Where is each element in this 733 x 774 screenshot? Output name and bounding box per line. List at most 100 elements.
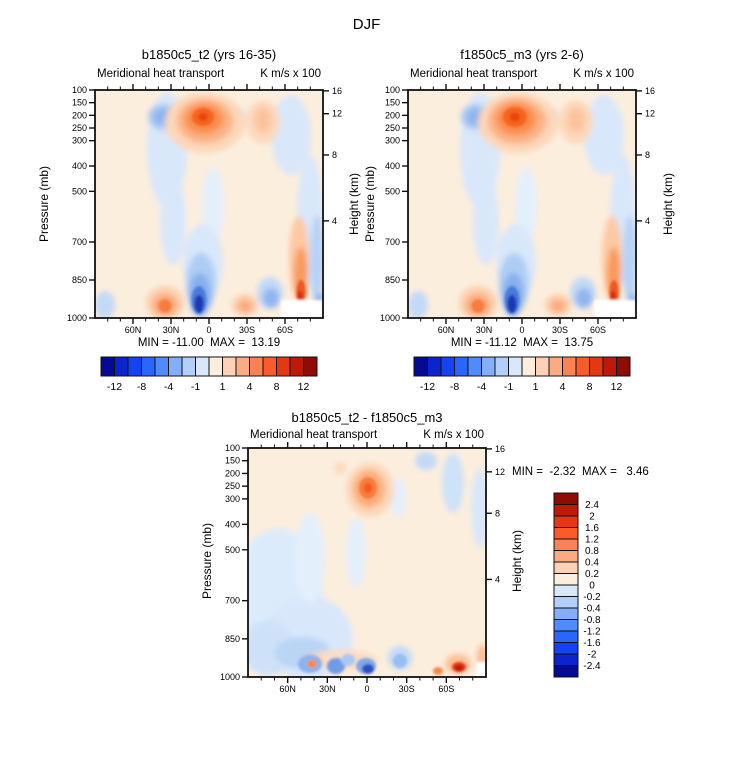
axis-frame: 60N 30N 0 30S 60S 100 150 200 250 300 400 500 700 850… bbox=[220, 442, 505, 694]
svg-text:0: 0 bbox=[519, 325, 524, 335]
svg-text:700: 700 bbox=[225, 596, 240, 606]
svg-text:-4: -4 bbox=[164, 381, 173, 393]
svg-text:300: 300 bbox=[385, 136, 400, 146]
svg-text:0.2: 0.2 bbox=[585, 569, 599, 580]
svg-text:150: 150 bbox=[385, 98, 400, 108]
svg-text:8: 8 bbox=[495, 508, 500, 518]
svg-text:700: 700 bbox=[385, 237, 400, 247]
svg-text:-1.6: -1.6 bbox=[583, 638, 601, 649]
contour-plot-difference: 60N 30N 0 30S 60S 100 150 200 250 300 400 500 700 850… bbox=[220, 442, 505, 694]
svg-text:100: 100 bbox=[225, 443, 240, 453]
svg-text:16: 16 bbox=[332, 86, 342, 96]
svg-text:1000: 1000 bbox=[380, 313, 400, 323]
svg-text:12: 12 bbox=[645, 109, 655, 119]
svg-text:300: 300 bbox=[72, 136, 87, 146]
svg-text:1.2: 1.2 bbox=[585, 535, 599, 546]
svg-text:1000: 1000 bbox=[220, 672, 240, 682]
svg-text:1.6: 1.6 bbox=[585, 523, 599, 534]
svg-text:8: 8 bbox=[332, 150, 337, 160]
svg-text:500: 500 bbox=[72, 186, 87, 196]
height-axis-label: Height (km) bbox=[661, 173, 675, 236]
svg-text:8: 8 bbox=[274, 381, 280, 393]
min-max-label: MIN = -11.12 MAX = 13.75 bbox=[450, 337, 594, 349]
pressure-axis-label: Pressure (mb) bbox=[37, 166, 51, 243]
svg-text:30S: 30S bbox=[399, 684, 415, 694]
svg-text:200: 200 bbox=[385, 110, 400, 120]
contour-plot-b1850c5-t2: 60N 30N 0 30S 60S 100 150 200 250 300 400 500 700 850… bbox=[67, 84, 342, 335]
contour-field bbox=[95, 90, 323, 318]
height-axis-label: Height (km) bbox=[510, 530, 524, 593]
svg-text:-1.2: -1.2 bbox=[583, 627, 601, 638]
height-axis-label: Height (km) bbox=[347, 173, 361, 236]
pressure-axis-label: Pressure (mb) bbox=[363, 166, 377, 243]
axis-frame: 60N 30N 0 30S 60S 100 150 200 250 300 400 500 700 850… bbox=[380, 84, 655, 335]
svg-text:1: 1 bbox=[220, 381, 226, 393]
svg-text:12: 12 bbox=[611, 381, 623, 393]
svg-text:12: 12 bbox=[298, 381, 310, 393]
svg-text:-0.4: -0.4 bbox=[583, 604, 601, 615]
svg-text:12: 12 bbox=[495, 467, 505, 477]
svg-text:60S: 60S bbox=[438, 684, 454, 694]
colorbar-horizontal: -12 -8 -4 -1 1 4 8 12 bbox=[413, 356, 631, 393]
svg-text:8: 8 bbox=[645, 150, 650, 160]
svg-text:30N: 30N bbox=[319, 684, 336, 694]
svg-text:0: 0 bbox=[206, 325, 211, 335]
units-subtitle: K m/s x 100 bbox=[260, 68, 321, 80]
svg-text:-2: -2 bbox=[588, 650, 597, 661]
svg-text:30S: 30S bbox=[239, 325, 255, 335]
svg-text:4: 4 bbox=[495, 574, 500, 584]
season-title: DJF bbox=[352, 16, 381, 33]
svg-text:-2.4: -2.4 bbox=[583, 661, 601, 672]
svg-text:-1: -1 bbox=[504, 381, 513, 393]
min-max-label: MIN = -2.32 MAX = 3.46 bbox=[512, 466, 649, 478]
svg-text:300: 300 bbox=[225, 494, 240, 504]
svg-text:1: 1 bbox=[533, 381, 539, 393]
svg-text:8: 8 bbox=[587, 381, 593, 393]
svg-text:850: 850 bbox=[72, 275, 87, 285]
pressure-axis-label: Pressure (mb) bbox=[200, 523, 214, 600]
svg-text:-12: -12 bbox=[107, 381, 122, 393]
svg-text:60N: 60N bbox=[125, 325, 142, 335]
contour-field bbox=[408, 90, 636, 318]
contour-field bbox=[248, 448, 486, 677]
svg-text:4: 4 bbox=[645, 216, 650, 226]
svg-text:30N: 30N bbox=[476, 325, 493, 335]
svg-text:4: 4 bbox=[560, 381, 566, 393]
svg-text:0: 0 bbox=[589, 581, 595, 592]
svg-text:250: 250 bbox=[225, 481, 240, 491]
svg-text:200: 200 bbox=[72, 110, 87, 120]
svg-text:150: 150 bbox=[225, 456, 240, 466]
svg-text:100: 100 bbox=[72, 85, 87, 95]
contour-plot-f1850c5-m3: 60N 30N 0 30S 60S 100 150 200 250 300 400 500 700 850… bbox=[380, 84, 655, 335]
svg-text:400: 400 bbox=[72, 161, 87, 171]
panel-title-f1850c5-m3: f1850c5_m3 (yrs 2-6) bbox=[460, 47, 584, 62]
units-subtitle: K m/s x 100 bbox=[573, 68, 634, 80]
svg-text:200: 200 bbox=[225, 468, 240, 478]
svg-text:250: 250 bbox=[72, 123, 87, 133]
min-max-label: MIN = -11.00 MAX = 13.19 bbox=[137, 337, 281, 349]
svg-text:2: 2 bbox=[589, 512, 595, 523]
svg-text:60N: 60N bbox=[438, 325, 455, 335]
svg-text:150: 150 bbox=[72, 98, 87, 108]
svg-text:0.4: 0.4 bbox=[585, 558, 599, 569]
axis-frame: 60N 30N 0 30S 60S 100 150 200 250 300 400 500 700 850… bbox=[67, 84, 342, 335]
svg-text:12: 12 bbox=[332, 109, 342, 119]
variable-subtitle: Meridional heat transport bbox=[410, 68, 538, 80]
svg-text:-0.2: -0.2 bbox=[583, 592, 601, 603]
svg-text:850: 850 bbox=[225, 634, 240, 644]
svg-text:100: 100 bbox=[385, 85, 400, 95]
svg-text:500: 500 bbox=[225, 545, 240, 555]
variable-subtitle: Meridional heat transport bbox=[250, 429, 378, 441]
svg-text:30N: 30N bbox=[163, 325, 180, 335]
panel-title-difference: b1850c5_t2 - f1850c5_m3 bbox=[291, 410, 443, 425]
svg-text:400: 400 bbox=[225, 519, 240, 529]
svg-text:2.4: 2.4 bbox=[585, 500, 599, 511]
panel-title-b1850c5-t2: b1850c5_t2 (yrs 16-35) bbox=[141, 47, 277, 62]
svg-text:-8: -8 bbox=[450, 381, 459, 393]
svg-text:30S: 30S bbox=[552, 325, 568, 335]
svg-text:-4: -4 bbox=[477, 381, 486, 393]
colorbar-horizontal: -12 -8 -4 -1 1 4 8 12 bbox=[100, 356, 318, 393]
variable-subtitle: Meridional heat transport bbox=[97, 68, 225, 80]
svg-text:-0.8: -0.8 bbox=[583, 615, 601, 626]
